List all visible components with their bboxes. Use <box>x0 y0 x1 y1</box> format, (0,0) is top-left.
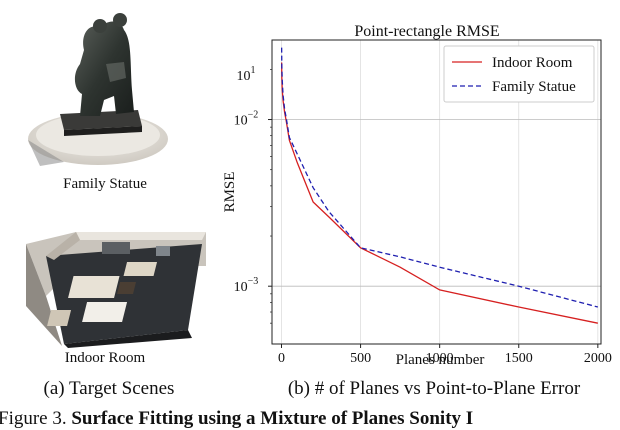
legend-label-family-statue: Family Statue <box>492 79 576 95</box>
room-caption: Indoor Room <box>64 350 146 366</box>
x-tick-label: 500 <box>350 351 371 366</box>
chart-title: Point-rectangle RMSE <box>354 23 499 40</box>
legend-box <box>443 45 595 103</box>
series-line-family-statue <box>281 47 599 308</box>
series-layer <box>281 47 599 324</box>
left-panel-label: (a) Target Scenes <box>43 378 175 399</box>
right-panel-label: (b) # of Planes vs Point-to-Plane Error <box>287 378 581 399</box>
family-statue-image <box>28 13 168 166</box>
y-tick-label-top: 101 <box>237 65 256 84</box>
figure-caption-bold: Surface Fitting using a Mixture of Plane… <box>71 408 474 429</box>
x-tick-label: 0 <box>278 351 285 366</box>
series-line-indoor-room <box>281 62 598 324</box>
y-axis-label: RMSE <box>222 172 238 213</box>
x-axis-label: Planes number <box>396 352 485 366</box>
plot-frame <box>271 39 602 345</box>
statue-caption: Family Statue <box>63 176 147 192</box>
x-tick-label: 1500 <box>505 351 533 366</box>
chart-legend: Indoor Room Family Statue <box>443 45 595 103</box>
y-tick-label: 10−3 <box>234 276 259 295</box>
figure-caption: Figure 3. Surface Fitting using a Mixtur… <box>0 408 620 430</box>
x-axis-ticks: 0 500 1000 1500 2000 <box>278 344 612 366</box>
rmse-chart: Point-rectangle RMSE 0 500 1000 1500 2000 10… <box>222 23 612 366</box>
x-tick-label: 2000 <box>584 351 612 366</box>
figure-caption-prefix: Figure 3. <box>0 408 67 429</box>
x-tick-label: 1000 <box>426 351 454 366</box>
chart-grid <box>272 40 601 344</box>
legend-label-indoor-room: Indoor Room <box>492 55 573 71</box>
y-tick-label: 10−2 <box>234 110 259 129</box>
y-axis-ticks: 10−2 10−3 101 <box>234 65 272 324</box>
indoor-room-image <box>26 232 206 348</box>
